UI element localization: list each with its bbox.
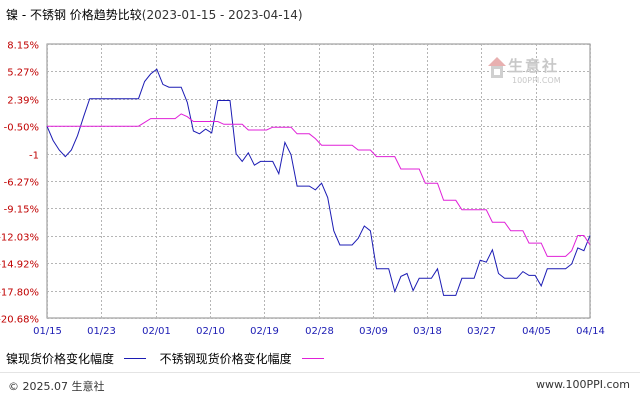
x-tick-label: 02/28 (305, 326, 334, 337)
x-tick-label: 03/18 (413, 326, 442, 337)
house-logo-icon (488, 57, 506, 78)
footer-copyright: © 2025.07 生意社 (8, 380, 105, 393)
y-tick-label: 8.15% (7, 41, 39, 52)
watermark-name: 生意社 (508, 57, 560, 75)
y-tick-label: -9.15% (4, 205, 39, 216)
x-tick-label: 03/27 (467, 326, 496, 337)
chart-date-range: (2023-01-15 - 2023-04-14) (141, 8, 303, 22)
series-line-nickel (46, 68, 591, 296)
x-tick-label: 02/19 (250, 326, 279, 337)
x-tick-label: 01/23 (87, 326, 116, 337)
x-tick-label: 04/14 (576, 326, 605, 337)
legend-label-stainless: 不锈钢现货价格变化幅度 (159, 352, 292, 366)
legend-swatch-nickel (123, 358, 146, 359)
x-tick-label: 02/10 (196, 326, 225, 337)
y-tick-label: -17.80% (0, 288, 39, 299)
legend-swatch-stainless (301, 358, 324, 359)
series-line-stainless (47, 113, 591, 257)
x-tick-label: 01/15 (33, 326, 62, 337)
chart-title-text: 镍 - 不锈钢 价格趋势比较 (6, 8, 142, 22)
y-tick-label: -12.03% (0, 233, 39, 244)
y-tick-label: -20.68% (0, 315, 39, 326)
y-tick-label: -6.27% (4, 178, 39, 189)
x-tick-label: 04/05 (522, 326, 551, 337)
chart-title: 镍 - 不锈钢 价格趋势比较(2023-01-15 - 2023-04-14) (6, 6, 303, 23)
legend-label-nickel: 镍现货价格变化幅度 (6, 352, 115, 366)
y-tick-label: -1 (29, 151, 39, 162)
watermark-url: 100PPI.COM (512, 76, 561, 85)
y-tick-label: 5.27% (7, 68, 39, 79)
x-tick-label: 02/01 (142, 326, 171, 337)
x-tick-label: 03/09 (359, 326, 388, 337)
y-tick-label: -14.92% (0, 260, 39, 271)
y-tick-label: -0.50% (4, 123, 39, 134)
footer-site-link[interactable]: www.100PPI.com (536, 378, 630, 391)
y-tick-label: 2.39% (7, 96, 39, 107)
chart-legend: 镍现货价格变化幅度 不锈钢现货价格变化幅度 (6, 350, 334, 367)
footer-divider (0, 372, 640, 373)
